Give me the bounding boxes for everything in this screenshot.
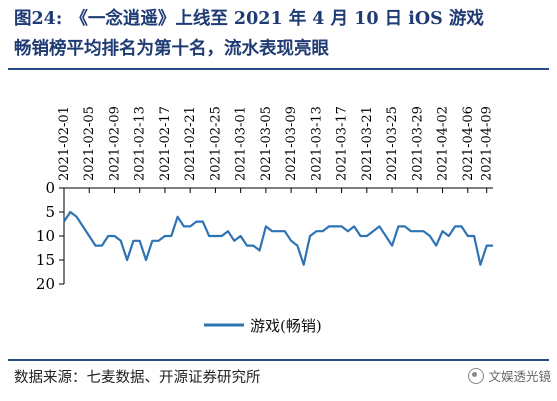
top-divider [8, 68, 549, 70]
watermark-text: 文娱透光镜 [488, 369, 551, 384]
x-tick-label-2021-02-01: 2021-02-01 [57, 106, 72, 181]
source-note: 数据来源：七麦数据、开源证券研究所 [14, 370, 261, 386]
y-tick-label-15: 15 [36, 251, 55, 269]
x-tick-label-2021-02-13: 2021-02-13 [133, 106, 148, 181]
x-tick-label-2021-03-09: 2021-03-09 [284, 106, 299, 181]
x-tick-label-2021-03-29: 2021-03-29 [410, 106, 425, 181]
watermark: 文娱透光镜 [468, 366, 551, 385]
x-tick-label-2021-03-05: 2021-03-05 [259, 106, 274, 181]
legend-label: 游戏(畅销) [250, 317, 322, 335]
figure-label: 图24: [14, 9, 63, 29]
x-tick-label-2021-03-21: 2021-03-21 [360, 106, 375, 181]
legend: 游戏(畅销) [204, 317, 322, 335]
x-tick-label-2021-02-21: 2021-02-21 [183, 106, 198, 181]
x-tick-label-2021-04-09: 2021-04-09 [480, 106, 495, 181]
title-line-2: 畅销榜平均排名为第十名，流水表现亮眼 [14, 39, 329, 59]
y-tick-label-0: 0 [45, 179, 55, 197]
title-line-1: 图24: 《一念逍遥》上线至 2021 年 4 月 10 日 iOS 游戏 [14, 4, 549, 34]
chart-title: 图24: 《一念逍遥》上线至 2021 年 4 月 10 日 iOS 游戏 畅销榜… [14, 4, 549, 64]
x-tick-label-2021-03-17: 2021-03-17 [335, 106, 350, 181]
x-tick-label-2021-03-25: 2021-03-25 [385, 106, 400, 181]
x-tick-label-2021-04-06: 2021-04-06 [461, 106, 476, 181]
x-tick-label-2021-04-02: 2021-04-02 [436, 106, 451, 181]
series-line-youxi-changxiao [63, 210, 493, 266]
title-text-1: 《一念逍遥》上线至 2021 年 4 月 10 日 iOS 游戏 [70, 9, 484, 29]
wechat-icon [468, 367, 485, 384]
y-tick-label-5: 5 [45, 203, 55, 221]
line-chart: 2021-02-01 2021-02-05 2021-02-09 2021-02-13… [36, 106, 495, 335]
x-tick-label-2021-03-13: 2021-03-13 [309, 106, 324, 181]
x-tick-label-2021-02-05: 2021-02-05 [82, 106, 97, 181]
y-axis: 0 5 10 15 20 [36, 179, 65, 293]
x-tick-label-2021-02-25: 2021-02-25 [208, 106, 223, 181]
y-tick-label-20: 20 [36, 275, 55, 293]
x-tick-label-2021-02-09: 2021-02-09 [107, 106, 122, 181]
x-tick-label-2021-02-17: 2021-02-17 [158, 106, 173, 181]
bottom-divider [8, 359, 549, 361]
x-tick-label-2021-03-01: 2021-03-01 [234, 106, 249, 181]
y-tick-label-10: 10 [36, 227, 55, 245]
x-tick-labels: 2021-02-01 2021-02-05 2021-02-09 2021-02-13… [57, 106, 495, 181]
x-axis [63, 187, 493, 193]
